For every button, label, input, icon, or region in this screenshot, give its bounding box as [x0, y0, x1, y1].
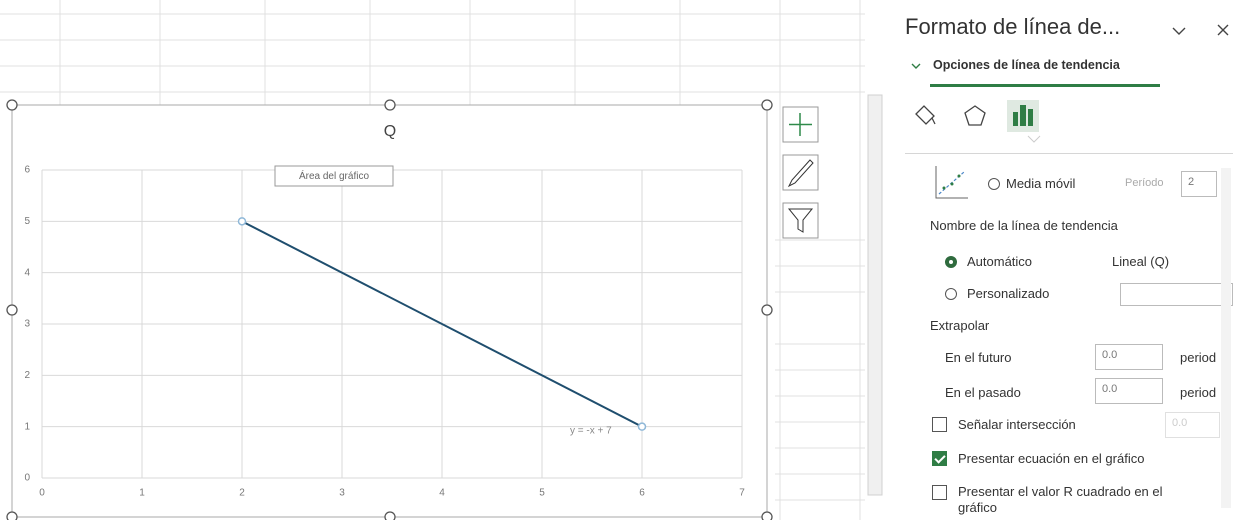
y-tick-label: 4: [24, 267, 30, 278]
backward-unit: period: [1180, 385, 1217, 400]
y-tick-label: 3: [24, 319, 30, 330]
name-heading: Nombre de la línea de tendencia: [930, 218, 1118, 233]
trendline-equation: y = -x + 7: [570, 425, 612, 436]
tooltip-box: [274, 165, 394, 187]
extrapolate-heading: Extrapolar: [930, 318, 990, 333]
pane-scrollbar[interactable]: [1221, 168, 1231, 508]
label-intercept: Señalar intersección: [958, 417, 1076, 432]
data-point: [637, 422, 647, 431]
y-tick-label: 5: [24, 216, 30, 227]
checkbox-equation[interactable]: [932, 451, 947, 466]
label-equation: Presentar ecuación en el gráfico: [958, 451, 1145, 466]
intercept-input[interactable]: 0.0: [1165, 412, 1220, 438]
x-tick-label: 7: [739, 488, 745, 499]
plus-icon: [789, 113, 812, 136]
tooltip: Área del gráfico: [299, 169, 369, 182]
resize-handles: [6, 99, 773, 520]
x-tick-label: 4: [439, 488, 445, 499]
backward-input[interactable]: 0.0: [1095, 378, 1163, 404]
close-icon[interactable]: [1217, 24, 1229, 36]
radio-moving-average[interactable]: [988, 178, 1000, 190]
label-moving-average: Media móvil: [1006, 176, 1076, 191]
section-title[interactable]: Opciones de línea de tendencia: [933, 58, 1120, 72]
data-point: [237, 217, 247, 226]
format-pane: Formato de línea de... Opciones de línea…: [890, 0, 1233, 520]
radio-custom[interactable]: [945, 288, 957, 300]
brush-icon: [787, 159, 814, 188]
x-tick-label: 6: [639, 488, 645, 499]
label-forward: En el futuro: [945, 350, 1012, 365]
label-period: Período: [1125, 177, 1164, 189]
custom-name-input[interactable]: [1120, 283, 1233, 306]
label-automatic: Automático: [967, 254, 1033, 269]
section-underline: [930, 84, 1160, 87]
section-chevron[interactable]: [910, 60, 922, 72]
y-tick-label: 6: [24, 165, 30, 176]
separator: [905, 153, 1233, 154]
tab-icons[interactable]: [910, 96, 1060, 156]
plot-area: 0 1 2 3 4 5 6 0 1 2 3 4 5 6 7 y = -x + 7: [24, 165, 745, 499]
fill-tab[interactable]: [915, 105, 936, 125]
effects-tab[interactable]: [964, 105, 986, 126]
label-r-squared: Presentar el valor R cuadrado en el gráf…: [958, 484, 1163, 515]
checkbox-r-squared[interactable]: [932, 485, 947, 500]
radio-automatic[interactable]: [945, 256, 957, 268]
y-tick-label: 1: [24, 421, 30, 432]
pane-controls[interactable]: [1170, 22, 1233, 42]
x-tick-label: 5: [539, 488, 545, 499]
trendline-icon: [935, 166, 968, 199]
spreadsheet: Q 0 1 2 3 4 5 6 0 1 2 3 4 5 6 7 y = -x + 7 Área del grá…: [0, 0, 883, 520]
x-tick-label: 3: [339, 488, 345, 499]
x-tick-label: 0: [39, 488, 45, 499]
checkbox-intercept[interactable]: [932, 417, 947, 432]
period-input[interactable]: 2: [1181, 171, 1217, 197]
filter-icon: [787, 208, 814, 233]
chart-buttons[interactable]: [782, 106, 819, 239]
label-custom: Personalizado: [967, 286, 1050, 301]
y-tick-label: 0: [24, 473, 30, 484]
label-backward: En el pasado: [945, 385, 1021, 400]
x-tick-label: 1: [139, 488, 145, 499]
scrollbar: [867, 94, 883, 496]
automatic-name: Lineal (Q): [1112, 254, 1170, 269]
collapse-icon[interactable]: [1172, 27, 1186, 35]
series-line: [241, 220, 643, 428]
pane-title: Formato de línea de...: [905, 14, 1121, 39]
forward-input[interactable]: 0.0: [1095, 344, 1163, 370]
x-tick-label: 2: [239, 488, 245, 499]
forward-unit: period: [1180, 350, 1217, 365]
y-tick-label: 2: [24, 370, 30, 381]
cell-grid: [0, 0, 865, 520]
chart-title: Q: [384, 123, 396, 140]
